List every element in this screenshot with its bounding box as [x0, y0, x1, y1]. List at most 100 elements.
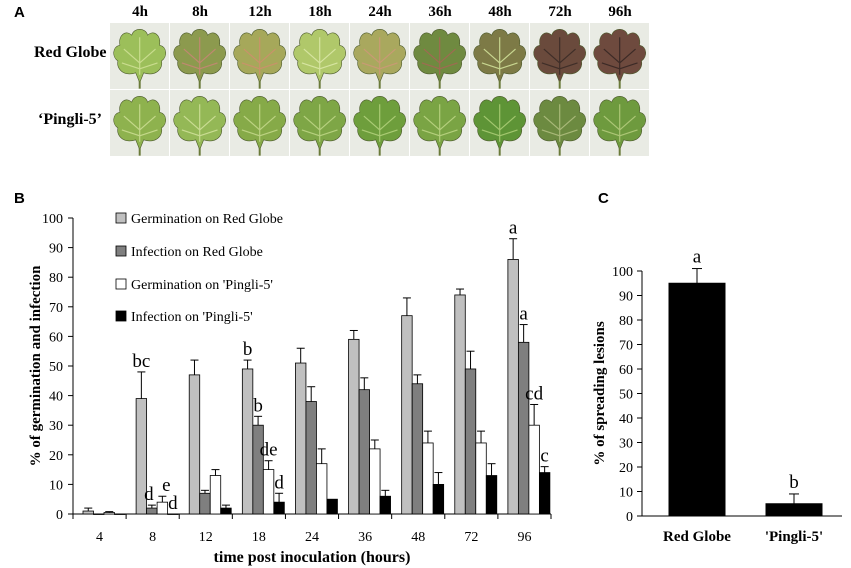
- leaf-veins: [121, 104, 158, 142]
- bar-2-8: [156, 501, 169, 515]
- significance-letter: a: [693, 247, 702, 268]
- leaf-veins: [601, 104, 638, 142]
- significance-letter: de: [260, 440, 278, 461]
- y-tick-label: 60: [49, 330, 63, 345]
- y-tick-label: 50: [49, 360, 63, 375]
- panel-b-letter: B: [14, 190, 25, 207]
- leaf-icon: [233, 95, 286, 156]
- leaf-icon: [533, 28, 586, 89]
- leaf-veins: [181, 104, 218, 142]
- leaf-veins: [361, 104, 398, 142]
- leaf-photo: [470, 90, 530, 156]
- time-label-18h: 18h: [308, 4, 332, 20]
- leaf-icon: [353, 95, 406, 156]
- legend-label: Infection on 'Pingli-5': [131, 310, 253, 325]
- x-tick-label: 12: [199, 530, 213, 545]
- significance-letter: e: [162, 475, 170, 496]
- leaf-photo: [590, 90, 650, 156]
- leaf-veins: [541, 37, 578, 75]
- y-tick-label: 30: [49, 419, 63, 434]
- significance-letter: d: [144, 484, 154, 505]
- significance-letter: b: [253, 395, 263, 416]
- y-tick-label: 50: [619, 388, 633, 403]
- x-tick-label: Red Globe: [663, 529, 731, 545]
- significance-letter: cd: [525, 383, 543, 404]
- leaf-veins: [481, 37, 518, 75]
- time-label-96h: 96h: [608, 4, 632, 20]
- bar-2-36: [369, 448, 381, 515]
- legend-swatch: [115, 245, 127, 257]
- significance-letter: c: [540, 446, 548, 467]
- leaf-veins: [481, 104, 518, 142]
- leaf-veins: [361, 37, 398, 75]
- bar-0-72: [454, 294, 466, 515]
- leaf-photo: [290, 90, 350, 156]
- leaf-photo: [410, 90, 470, 156]
- bar-2-4: [103, 512, 115, 515]
- leaf-icon: [353, 28, 406, 89]
- time-label-4h: 4h: [132, 4, 148, 20]
- leaf-veins: [121, 37, 158, 75]
- bar-1-24: [305, 401, 317, 515]
- y-tick-label: 70: [49, 301, 63, 316]
- bar-3-48: [432, 483, 445, 515]
- bar-0-36: [348, 338, 360, 515]
- leaf-veins: [601, 37, 638, 75]
- x-tick-label: 96: [517, 530, 531, 545]
- bar-3-4: [114, 513, 126, 515]
- leaf-photo: [530, 90, 590, 156]
- bar-1-18: [252, 424, 264, 515]
- bar-0-48: [401, 315, 413, 515]
- y-tick-label: 30: [619, 437, 633, 452]
- bar-1-72: [464, 368, 477, 515]
- significance-letter: b: [243, 339, 253, 360]
- leaf-icon: [413, 95, 466, 156]
- bar-3-24: [326, 498, 338, 515]
- bar-3-12: [220, 507, 232, 515]
- x-tick-label: 4: [96, 530, 103, 545]
- y-tick-label: 0: [626, 510, 633, 525]
- y-tick-label: 70: [619, 339, 633, 354]
- bar-3-8: [167, 513, 179, 515]
- leaf-photo: [110, 90, 170, 156]
- y-tick-label: 10: [49, 478, 63, 493]
- bar-2-72: [475, 442, 487, 515]
- time-label-12h: 12h: [248, 4, 272, 20]
- leaf-photo: [590, 23, 650, 89]
- leaf-veins: [181, 37, 218, 75]
- leaf-icon: [113, 95, 166, 156]
- cultivar-label-red-globe: Red Globe: [34, 44, 107, 61]
- bar-pingli-5: [765, 503, 823, 517]
- y-tick-label: 90: [619, 290, 633, 305]
- leaf-icon: [173, 95, 226, 156]
- y-tick-label: 90: [49, 242, 63, 257]
- leaf-icon: [473, 95, 526, 156]
- x-tick-label: 72: [464, 530, 478, 545]
- bar-3-18: [273, 501, 285, 515]
- leaf-icon: [293, 95, 346, 156]
- bar-0-24: [295, 362, 307, 515]
- legend-swatch: [115, 278, 127, 290]
- significance-letter: d: [274, 472, 284, 493]
- leaf-photo: [110, 23, 170, 89]
- bar-2-96: [528, 424, 540, 515]
- leaf-photo: [470, 23, 530, 89]
- significance-letter: b: [789, 472, 799, 493]
- significance-letter: a: [519, 304, 528, 325]
- bar-3-36: [379, 495, 391, 515]
- leaf-veins: [301, 37, 338, 75]
- bar-1-8: [146, 507, 158, 515]
- leaf-veins: [301, 104, 338, 142]
- leaf-icon: [293, 28, 346, 89]
- leaf-photo: [410, 23, 470, 89]
- y-tick-label: 10: [619, 486, 633, 501]
- leaf-photo: [530, 23, 590, 89]
- time-label-24h: 24h: [368, 4, 392, 20]
- y-tick-label: 100: [612, 265, 633, 280]
- leaf-photo: [170, 23, 230, 89]
- bar-3-72: [485, 475, 498, 515]
- leaf-photo: [170, 90, 230, 156]
- cultivar-label-pingli-5: ‘Pingli-5’: [38, 111, 102, 128]
- time-label-48h: 48h: [488, 4, 512, 20]
- y-axis-title: % of germination and infection: [28, 265, 44, 466]
